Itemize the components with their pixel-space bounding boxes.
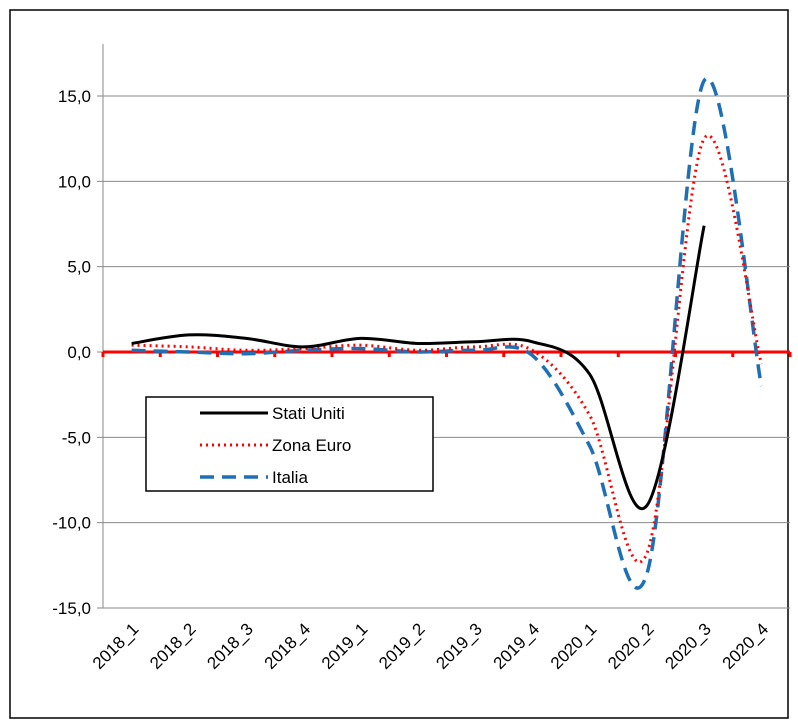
y-tick-label: -10,0	[52, 514, 91, 533]
y-axis-ticks: -15,0 -10,0 -5,0 0,0 5,0 10,0 15,0	[52, 87, 103, 618]
y-tick-label: 15,0	[58, 87, 91, 106]
legend: Stati Uniti Zona Euro Italia	[145, 396, 434, 492]
legend-label-italia: Italia	[272, 468, 308, 487]
series-line-stati-uniti	[131, 225, 706, 511]
series-lines	[131, 76, 764, 590]
y-tick-label: -15,0	[52, 599, 91, 618]
legend-label-stati-uniti: Stati Uniti	[272, 404, 345, 423]
legend-box	[145, 396, 434, 492]
chart-frame	[9, 9, 789, 719]
y-tick-label: 10,0	[58, 172, 91, 191]
legend-label-zona-euro: Zona Euro	[272, 436, 351, 455]
y-tick-label: -5,0	[62, 428, 91, 447]
y-tick-label: 0,0	[67, 343, 91, 362]
y-tick-label: 5,0	[67, 258, 91, 277]
series-line-italia	[131, 76, 764, 590]
